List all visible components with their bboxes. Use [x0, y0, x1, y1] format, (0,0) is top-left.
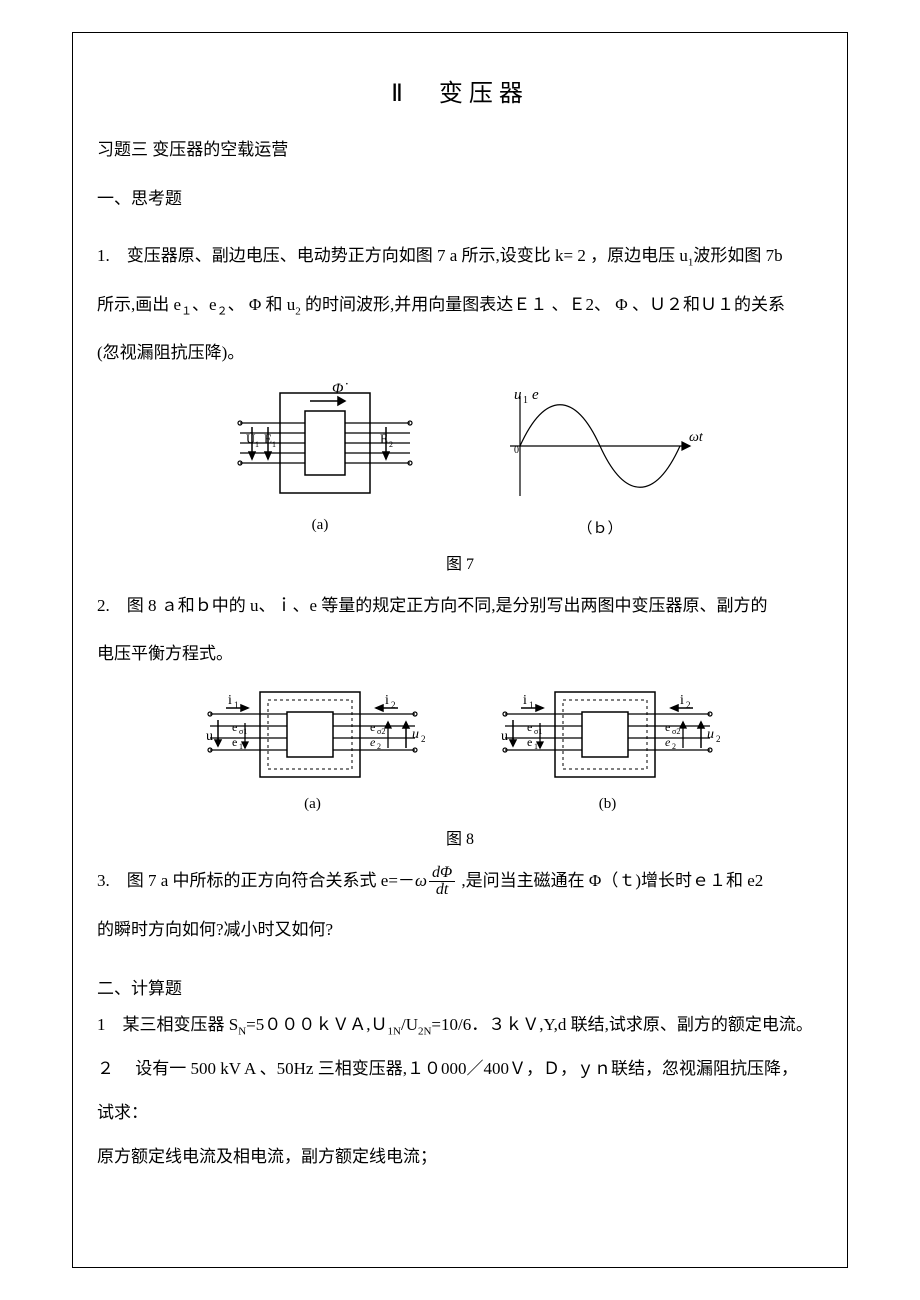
- svg-text:σ2: σ2: [672, 727, 680, 736]
- svg-text:i: i: [385, 693, 389, 708]
- svg-text:2: 2: [391, 700, 396, 710]
- svg-text:2: 2: [716, 734, 721, 744]
- exercise-title: 习题三 变压器的空载运营: [97, 136, 823, 163]
- calc-q2-line2: 试求：: [97, 1091, 823, 1135]
- svg-text:2: 2: [686, 700, 691, 710]
- svg-text:Ė: Ė: [264, 431, 272, 446]
- svg-text:0: 0: [514, 445, 519, 456]
- figure-8-row: i1 i2 u1 eσ1 e1 eσ2 e2 u2: [97, 682, 823, 813]
- svg-text:i: i: [228, 693, 232, 708]
- sine-wave-icon: 0 u 1 e ωt: [490, 381, 710, 511]
- page-container: Ⅱ 变压器 习题三 变压器的空载运营 一、思考题 1. 变压器原、副边电压、电动…: [72, 32, 848, 1268]
- svg-text:σ2: σ2: [377, 727, 385, 736]
- section-a-heading: 一、思考题: [97, 185, 823, 212]
- chapter-title: Ⅱ 变压器: [97, 73, 823, 108]
- c1-d: =10/6．３ｋＶ,Y,d 联结,试求原、副方的额定电流。: [431, 1015, 812, 1034]
- svg-text:u: u: [412, 727, 419, 742]
- svg-text:1: 1: [529, 700, 534, 710]
- svg-text:1: 1: [234, 700, 239, 710]
- q1-text-b4: 的时间波形,并用向量图表达Ｅ１ 、Ｅ2、 Φ 、Ｕ２和Ｕ１的关系: [301, 295, 785, 314]
- q2-line1: 2. 图 8 ａ和ｂ中的 u、ｉ、e 等量的规定正方向不同,是分别写出两图中变压…: [97, 584, 823, 628]
- fig8b-label: (b): [485, 796, 730, 813]
- q1-sub-b1: １: [181, 305, 192, 317]
- svg-text:u: u: [514, 387, 522, 403]
- c1-sub2: 1N: [388, 1025, 401, 1037]
- svg-text:e: e: [665, 720, 670, 734]
- svg-text:ωt: ωt: [689, 430, 704, 445]
- transformer-8b-icon: i1 i2 u1 eσ1 e1 eσ2 e2 u2: [485, 682, 730, 792]
- fraction-dphi-dt: dΦdt: [429, 865, 455, 899]
- fig7-caption: 图 7: [97, 550, 823, 574]
- q1-text-b3: 、 Φ 和 u: [228, 295, 296, 314]
- q1-line2: 所示,画出 e１、e２、 Φ 和 u2 的时间波形,并用向量图表达Ｅ１ 、Ｅ2、…: [97, 283, 823, 327]
- svg-text:i: i: [680, 693, 684, 708]
- q1-text-a2: 波形如图 7b: [693, 246, 782, 265]
- c1-b: =5０００ｋＶＡ,Ｕ: [246, 1015, 387, 1034]
- svg-text:σ1: σ1: [239, 727, 247, 736]
- calc-q1: 1 某三相变压器 SN=5０００ｋＶＡ,Ｕ1N/U2N=10/6．３ｋＶ,Y,d…: [97, 1003, 823, 1047]
- svg-text:1: 1: [216, 736, 221, 746]
- q3-text-b: ,是问当主磁通在 Φ（ｔ)增长时ｅ１和 e2: [457, 871, 763, 890]
- svg-text:e: e: [232, 735, 237, 749]
- q1-line3: (忽视漏阻抗压降)。: [97, 331, 823, 375]
- fig7b-label: （ｂ）: [490, 517, 710, 538]
- svg-text:e: e: [665, 735, 671, 749]
- q1-sub-b2: ２: [217, 305, 228, 317]
- svg-text:1: 1: [523, 395, 528, 406]
- q1-text-b2: 、e: [192, 295, 217, 314]
- fig8a-label: (a): [190, 796, 435, 813]
- svg-text:e: e: [370, 735, 376, 749]
- svg-text:e: e: [527, 720, 532, 734]
- svg-text:2: 2: [389, 440, 393, 449]
- c1-c: /U: [401, 1015, 418, 1034]
- svg-text:Ė: Ė: [380, 431, 388, 446]
- svg-text:i: i: [523, 693, 527, 708]
- fig7a-label: (a): [210, 517, 430, 534]
- svg-text:Φ̇: Φ̇: [332, 381, 348, 397]
- svg-text:2: 2: [377, 742, 381, 751]
- svg-text:1: 1: [255, 440, 259, 449]
- section-b-heading: 二、计算题: [97, 974, 823, 999]
- svg-text:2: 2: [672, 742, 676, 751]
- svg-text:1: 1: [272, 440, 276, 449]
- svg-text:e: e: [532, 387, 539, 403]
- svg-text:1: 1: [511, 736, 516, 746]
- frac-den: dt: [429, 882, 455, 899]
- calc-q2-line1: ２ 设有一 500 kV A 、50Hz 三相变压器,１０000／400Ｖ，Ｄ，…: [97, 1047, 823, 1091]
- svg-text:e: e: [232, 720, 237, 734]
- q3-line1: 3. 图 7 a 中所标的正方向符合关系式 e=－ωdΦdt ,是问当主磁通在 …: [97, 859, 823, 903]
- figure-7-row: Φ̇: [97, 381, 823, 538]
- omega-symbol: ω: [415, 871, 427, 890]
- svg-text:u: u: [206, 729, 213, 744]
- calc-q2-line3: 原方额定线电流及相电流，副方额定线电流；: [97, 1135, 823, 1179]
- figure-8b: i1 i2 u1 eσ1 e1 eσ2 e2 u2 (b): [485, 682, 730, 813]
- c1-sub3: 2N: [418, 1025, 431, 1037]
- q3-line2: 的瞬时方向如何?减小时又如何?: [97, 908, 823, 952]
- svg-text:e: e: [527, 735, 532, 749]
- figure-7b: 0 u 1 e ωt （ｂ）: [490, 381, 710, 538]
- q1-text-a: 1. 变压器原、副边电压、电动势正方向如图 7 a 所示,设变比 k= 2 ，原…: [97, 246, 688, 265]
- svg-text:u: u: [707, 727, 714, 742]
- svg-text:σ1: σ1: [534, 727, 542, 736]
- q2-line2: 电压平衡方程式。: [97, 632, 823, 676]
- frac-num: dΦ: [429, 865, 455, 882]
- transformer-8a-icon: i1 i2 u1 eσ1 e1 eσ2 e2 u2: [190, 682, 435, 792]
- figure-7a: Φ̇: [210, 381, 430, 538]
- c1-sub1: N: [238, 1025, 246, 1037]
- fig8-caption: 图 8: [97, 825, 823, 849]
- c1-a: 1 某三相变压器 S: [97, 1015, 238, 1034]
- q1-text-b: 所示,画出 e: [97, 295, 181, 314]
- q1-line1: 1. 变压器原、副边电压、电动势正方向如图 7 a 所示,设变比 k= 2 ，原…: [97, 234, 823, 278]
- svg-text:e: e: [370, 720, 375, 734]
- svg-text:u: u: [501, 729, 508, 744]
- figure-8a: i1 i2 u1 eσ1 e1 eσ2 e2 u2: [190, 682, 435, 813]
- svg-text:2: 2: [421, 734, 426, 744]
- transformer-diagram-icon: Φ̇: [210, 381, 430, 511]
- q3-text-a: 3. 图 7 a 中所标的正方向符合关系式 e=－: [97, 871, 415, 890]
